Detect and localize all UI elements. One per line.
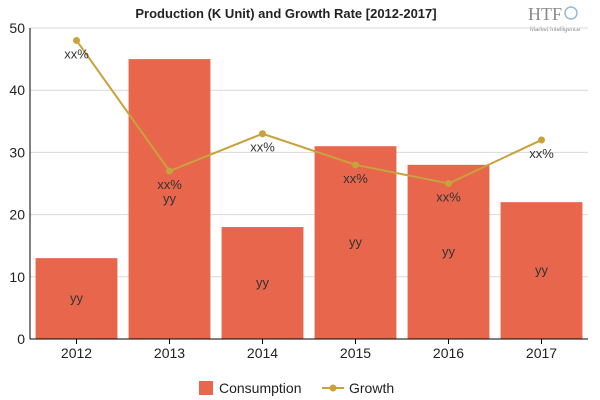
- watermark-logo-subtext: Market Intelligence: [530, 27, 581, 33]
- bar: [35, 258, 118, 339]
- x-tick-label: 2016: [433, 345, 464, 361]
- growth-line: [75, 39, 542, 185]
- legend-label-growth: Growth: [349, 380, 394, 396]
- x-tick-label: 2014: [247, 345, 278, 361]
- y-tick-label: 40: [9, 82, 25, 98]
- growth-point: [166, 167, 173, 175]
- x-tick-label: 2012: [61, 345, 92, 361]
- line-data-label: xx%: [343, 171, 368, 186]
- y-tick-label: 0: [17, 331, 25, 347]
- legend-label-consumption: Consumption: [219, 380, 302, 396]
- legend-swatch-consumption: [199, 381, 213, 395]
- bar-data-label: yy: [256, 275, 270, 290]
- x-tick-label: 2017: [526, 345, 557, 361]
- axes: 0 10 20 30 40 50 2012 2013 2014 2015 2016 2017: [9, 20, 588, 361]
- bar-data-label: yy: [163, 191, 177, 206]
- growth-point: [259, 130, 266, 138]
- bar-data-label: yy: [442, 244, 456, 259]
- bar-data-label: yy: [70, 291, 84, 306]
- bar: [128, 59, 211, 339]
- growth-point: [538, 136, 545, 144]
- globe-icon: [564, 6, 578, 20]
- bar-data-label: yy: [535, 263, 549, 278]
- line-data-label: xx%: [436, 190, 461, 205]
- watermark-logo-text: HTF: [528, 4, 562, 24]
- legend: Consumption Growth: [199, 380, 394, 396]
- y-tick-label: 30: [9, 144, 25, 160]
- bar: [314, 146, 397, 339]
- line-data-label: xx%: [250, 140, 275, 155]
- chart-title: Production (K Unit) and Growth Rate [201…: [135, 6, 436, 21]
- watermark-logo: HTF Market Intelligence: [528, 4, 581, 33]
- line-series: [73, 36, 545, 187]
- growth-point: [352, 161, 359, 169]
- line-data-label: xx%: [64, 46, 89, 61]
- bar: [500, 202, 583, 339]
- y-tick-label: 20: [9, 207, 25, 223]
- growth-point: [73, 36, 80, 44]
- bar: [407, 164, 490, 339]
- growth-point: [445, 180, 452, 187]
- bar-series: [35, 59, 583, 339]
- y-tick-label: 50: [9, 20, 25, 36]
- x-tick-label: 2013: [154, 345, 185, 361]
- x-tick-label: 2015: [340, 345, 371, 361]
- bar-data-label: yy: [349, 235, 363, 250]
- legend-marker-growth: [329, 384, 337, 392]
- line-data-label: xx%: [157, 177, 182, 192]
- y-tick-label: 10: [9, 269, 25, 285]
- line-data-label: xx%: [529, 146, 554, 161]
- bar: [221, 227, 304, 339]
